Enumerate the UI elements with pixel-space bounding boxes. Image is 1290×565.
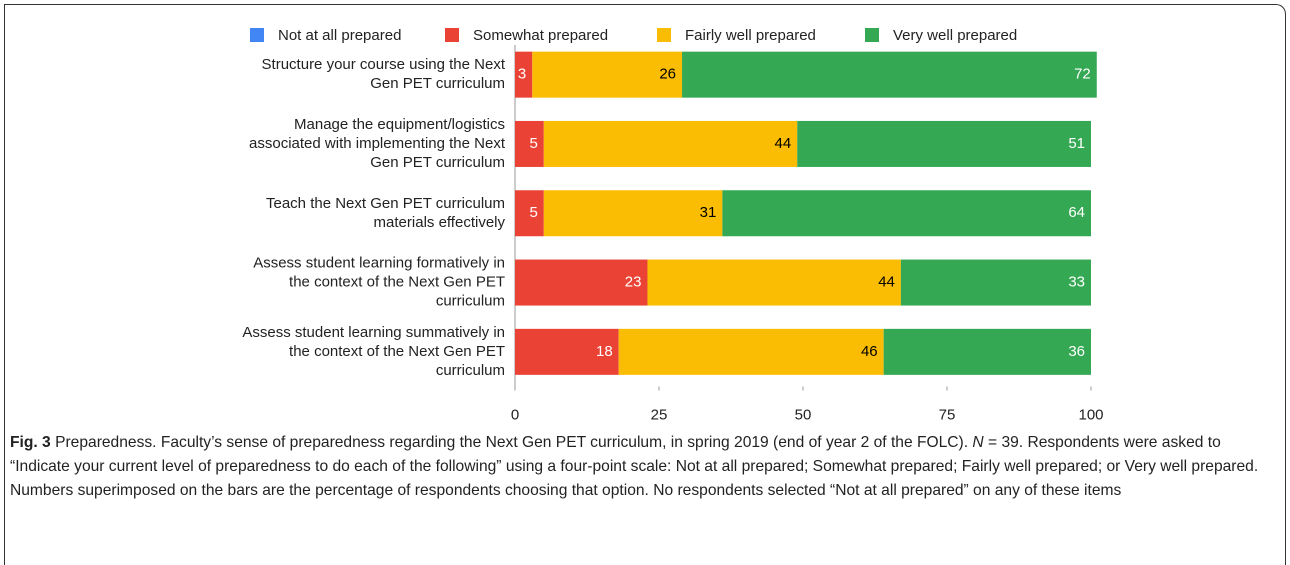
legend-swatch [445,28,459,42]
bar-segment [797,120,1091,167]
data-label: 51 [1068,135,1085,152]
legend-label: Somewhat prepared [473,27,608,44]
x-tick-label: 50 [795,406,812,423]
bar-segment [515,51,533,98]
x-tick-label: 100 [1078,406,1103,423]
data-label: 31 [700,204,717,221]
caption-text: = 39. Respondents were asked to “Indicat… [10,434,1259,499]
data-label: 23 [625,274,642,291]
data-label: 44 [878,274,895,291]
data-label: 36 [1068,343,1085,360]
legend-label: Very well prepared [893,27,1017,44]
data-label: 5 [529,135,537,152]
legend-swatch [657,28,671,42]
data-label: 64 [1068,204,1085,221]
y-tick-label: Teach the Next Gen PET curriculum materia… [266,195,505,231]
bar-segment [722,190,1091,237]
caption: Fig. 3 Preparedness. Faculty’s sense of … [10,431,1282,503]
y-tick-label: Assess student learning summatively in th… [242,324,505,379]
x-tick-label: 25 [651,406,668,423]
data-label: 3 [518,66,526,83]
data-label: 26 [659,66,676,83]
bar-segment [532,51,683,98]
y-tick-label: Assess student learning formatively in th… [253,255,505,310]
legend-swatch [865,28,879,42]
caption-label: Fig. 3 [10,434,51,451]
data-label: 46 [861,343,878,360]
bar-segment [543,190,723,237]
data-label: 33 [1068,274,1085,291]
caption-text: Preparedness. Faculty’s sense of prepare… [55,434,973,451]
bar-segment [647,259,901,306]
bar-segment [543,120,798,167]
legend-swatch [250,28,264,42]
legend-label: Fairly well prepared [685,27,816,44]
caption-italic: N [972,434,984,451]
x-tick-label: 0 [511,406,519,423]
page: Not at all prepared Somewhat prepared Fair… [4,4,1286,565]
bar-segment [515,190,544,237]
bar-segment [515,328,619,375]
y-tick-label: Structure your course using the Next Gen … [262,56,506,92]
data-label: 72 [1074,66,1091,83]
bar-segment [900,259,1091,306]
bar-segment [515,259,648,306]
chart: Not at all prepared Somewhat prepared Fair… [242,27,1103,424]
bar-segment [682,51,1097,98]
x-tick-label: 75 [939,406,956,423]
bar-segment [883,328,1091,375]
data-label: 44 [775,135,792,152]
data-label: 5 [529,204,537,221]
bar-segment [515,120,544,167]
bar-segment [618,328,884,375]
data-label: 18 [596,343,613,360]
y-tick-label: Manage the equipment/logistics associated… [249,116,506,171]
legend-label: Not at all prepared [278,27,401,44]
figure-frame [4,4,1286,565]
